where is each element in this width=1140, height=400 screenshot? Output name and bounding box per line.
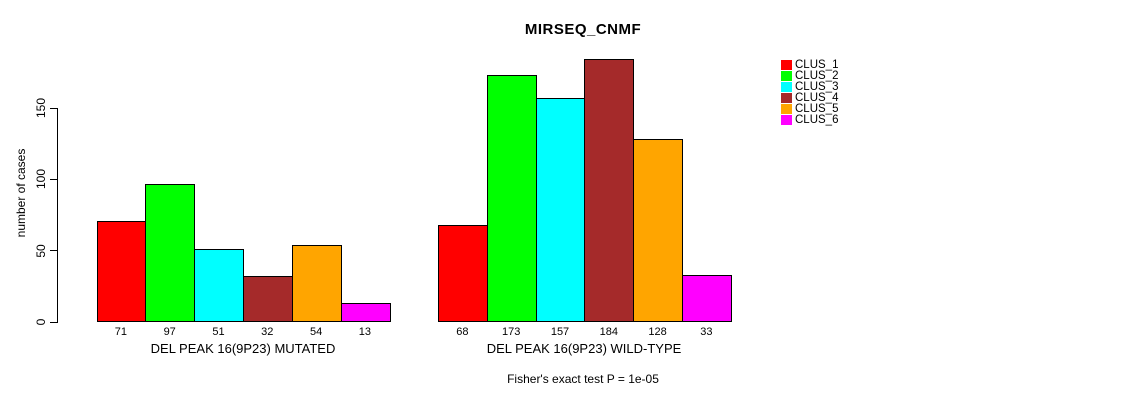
legend-swatch (781, 82, 792, 93)
bar-clus_6 (341, 303, 391, 322)
bar-value-label: 33 (700, 326, 713, 338)
bar-value-label: 97 (163, 326, 176, 338)
bar-value-label: 184 (599, 326, 618, 338)
legend-item-clus_1: CLUS_1 (781, 60, 838, 71)
bar-clus_2 (487, 75, 537, 322)
bar-clus_1 (438, 224, 488, 322)
legend-label: CLUS_2 (795, 70, 839, 83)
bar-value-label: 173 (502, 326, 521, 338)
fisher-test-annotation: Fisher's exact test P = 1e-05 (507, 372, 659, 386)
bar-value-label: 32 (261, 326, 274, 338)
bar-clus_3 (194, 249, 244, 322)
bar-clus_4 (243, 276, 293, 322)
y-axis-label: number of cases (14, 148, 28, 238)
bar-value-label: 51 (212, 326, 225, 338)
legend-label: CLUS_3 (795, 81, 839, 94)
y-tick-mark (50, 107, 57, 109)
legend-label: CLUS_6 (795, 113, 839, 126)
bar-value-label: 128 (648, 326, 667, 338)
legend-swatch (781, 93, 792, 104)
bar-clus_6 (682, 274, 732, 322)
legend-label: CLUS_5 (795, 103, 839, 115)
bar-value-label: 13 (358, 326, 372, 338)
bar-value-label: 54 (309, 326, 323, 338)
group-label-mutated: DEL PEAK 16(9P23) MUTATED (150, 341, 336, 356)
legend-item-clus_2: CLUS_2 (781, 71, 838, 82)
bar-clus_2 (145, 183, 195, 322)
legend-label: CLUS_4 (795, 92, 839, 105)
legend-swatch (781, 71, 792, 82)
group-label-wild-type: DEL PEAK 16(9P23) WILD-TYPE (486, 341, 682, 356)
bar-clus_5 (633, 139, 683, 322)
legend-item-clus_6: CLUS_6 (781, 113, 839, 126)
bar-clus_5 (292, 244, 342, 322)
y-tick-mark (50, 321, 57, 323)
y-tick-label: 100 (34, 169, 48, 190)
bar-value-label: 68 (456, 326, 469, 338)
legend-label: CLUS_1 (795, 59, 839, 72)
y-axis-line (57, 108, 58, 323)
bar-clus_4 (584, 59, 634, 322)
legend-item-clus_5: CLUS_5 (781, 103, 839, 115)
y-tick-label: 50 (34, 243, 48, 258)
chart-title: MIRSEQ_CNMF (524, 21, 642, 38)
y-tick-label: 150 (34, 97, 48, 119)
legend-item-clus_4: CLUS_4 (781, 92, 839, 105)
legend-item-clus_3: CLUS_3 (781, 81, 839, 94)
legend-swatch (781, 60, 792, 71)
bar-clus_3 (536, 98, 586, 322)
y-tick-mark (50, 178, 57, 180)
y-tick-mark (50, 250, 57, 252)
legend: CLUS_1 CLUS_2 CLUS_3 CLUS_4 CLUS_5 CLUS_6 (781, 60, 839, 126)
y-tick-label: 0 (34, 318, 48, 326)
bar-clus_1 (97, 220, 147, 322)
legend-swatch (781, 104, 792, 114)
bar-value-label: 71 (114, 326, 128, 338)
legend-swatch (781, 114, 792, 125)
bar-value-label: 157 (550, 326, 570, 338)
